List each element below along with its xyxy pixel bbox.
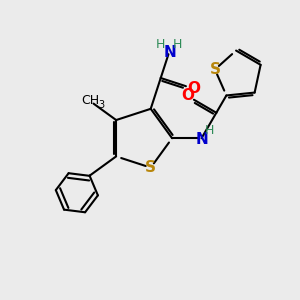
Text: CH: CH — [82, 94, 100, 107]
Text: O: O — [187, 81, 200, 96]
Text: O: O — [181, 88, 194, 104]
Text: 3: 3 — [99, 100, 105, 110]
Text: H: H — [155, 38, 165, 51]
Text: S: S — [209, 62, 220, 77]
Text: N: N — [195, 132, 208, 147]
Text: S: S — [145, 160, 156, 175]
Text: H: H — [173, 38, 183, 51]
Text: H: H — [205, 124, 214, 137]
Text: N: N — [164, 45, 176, 60]
